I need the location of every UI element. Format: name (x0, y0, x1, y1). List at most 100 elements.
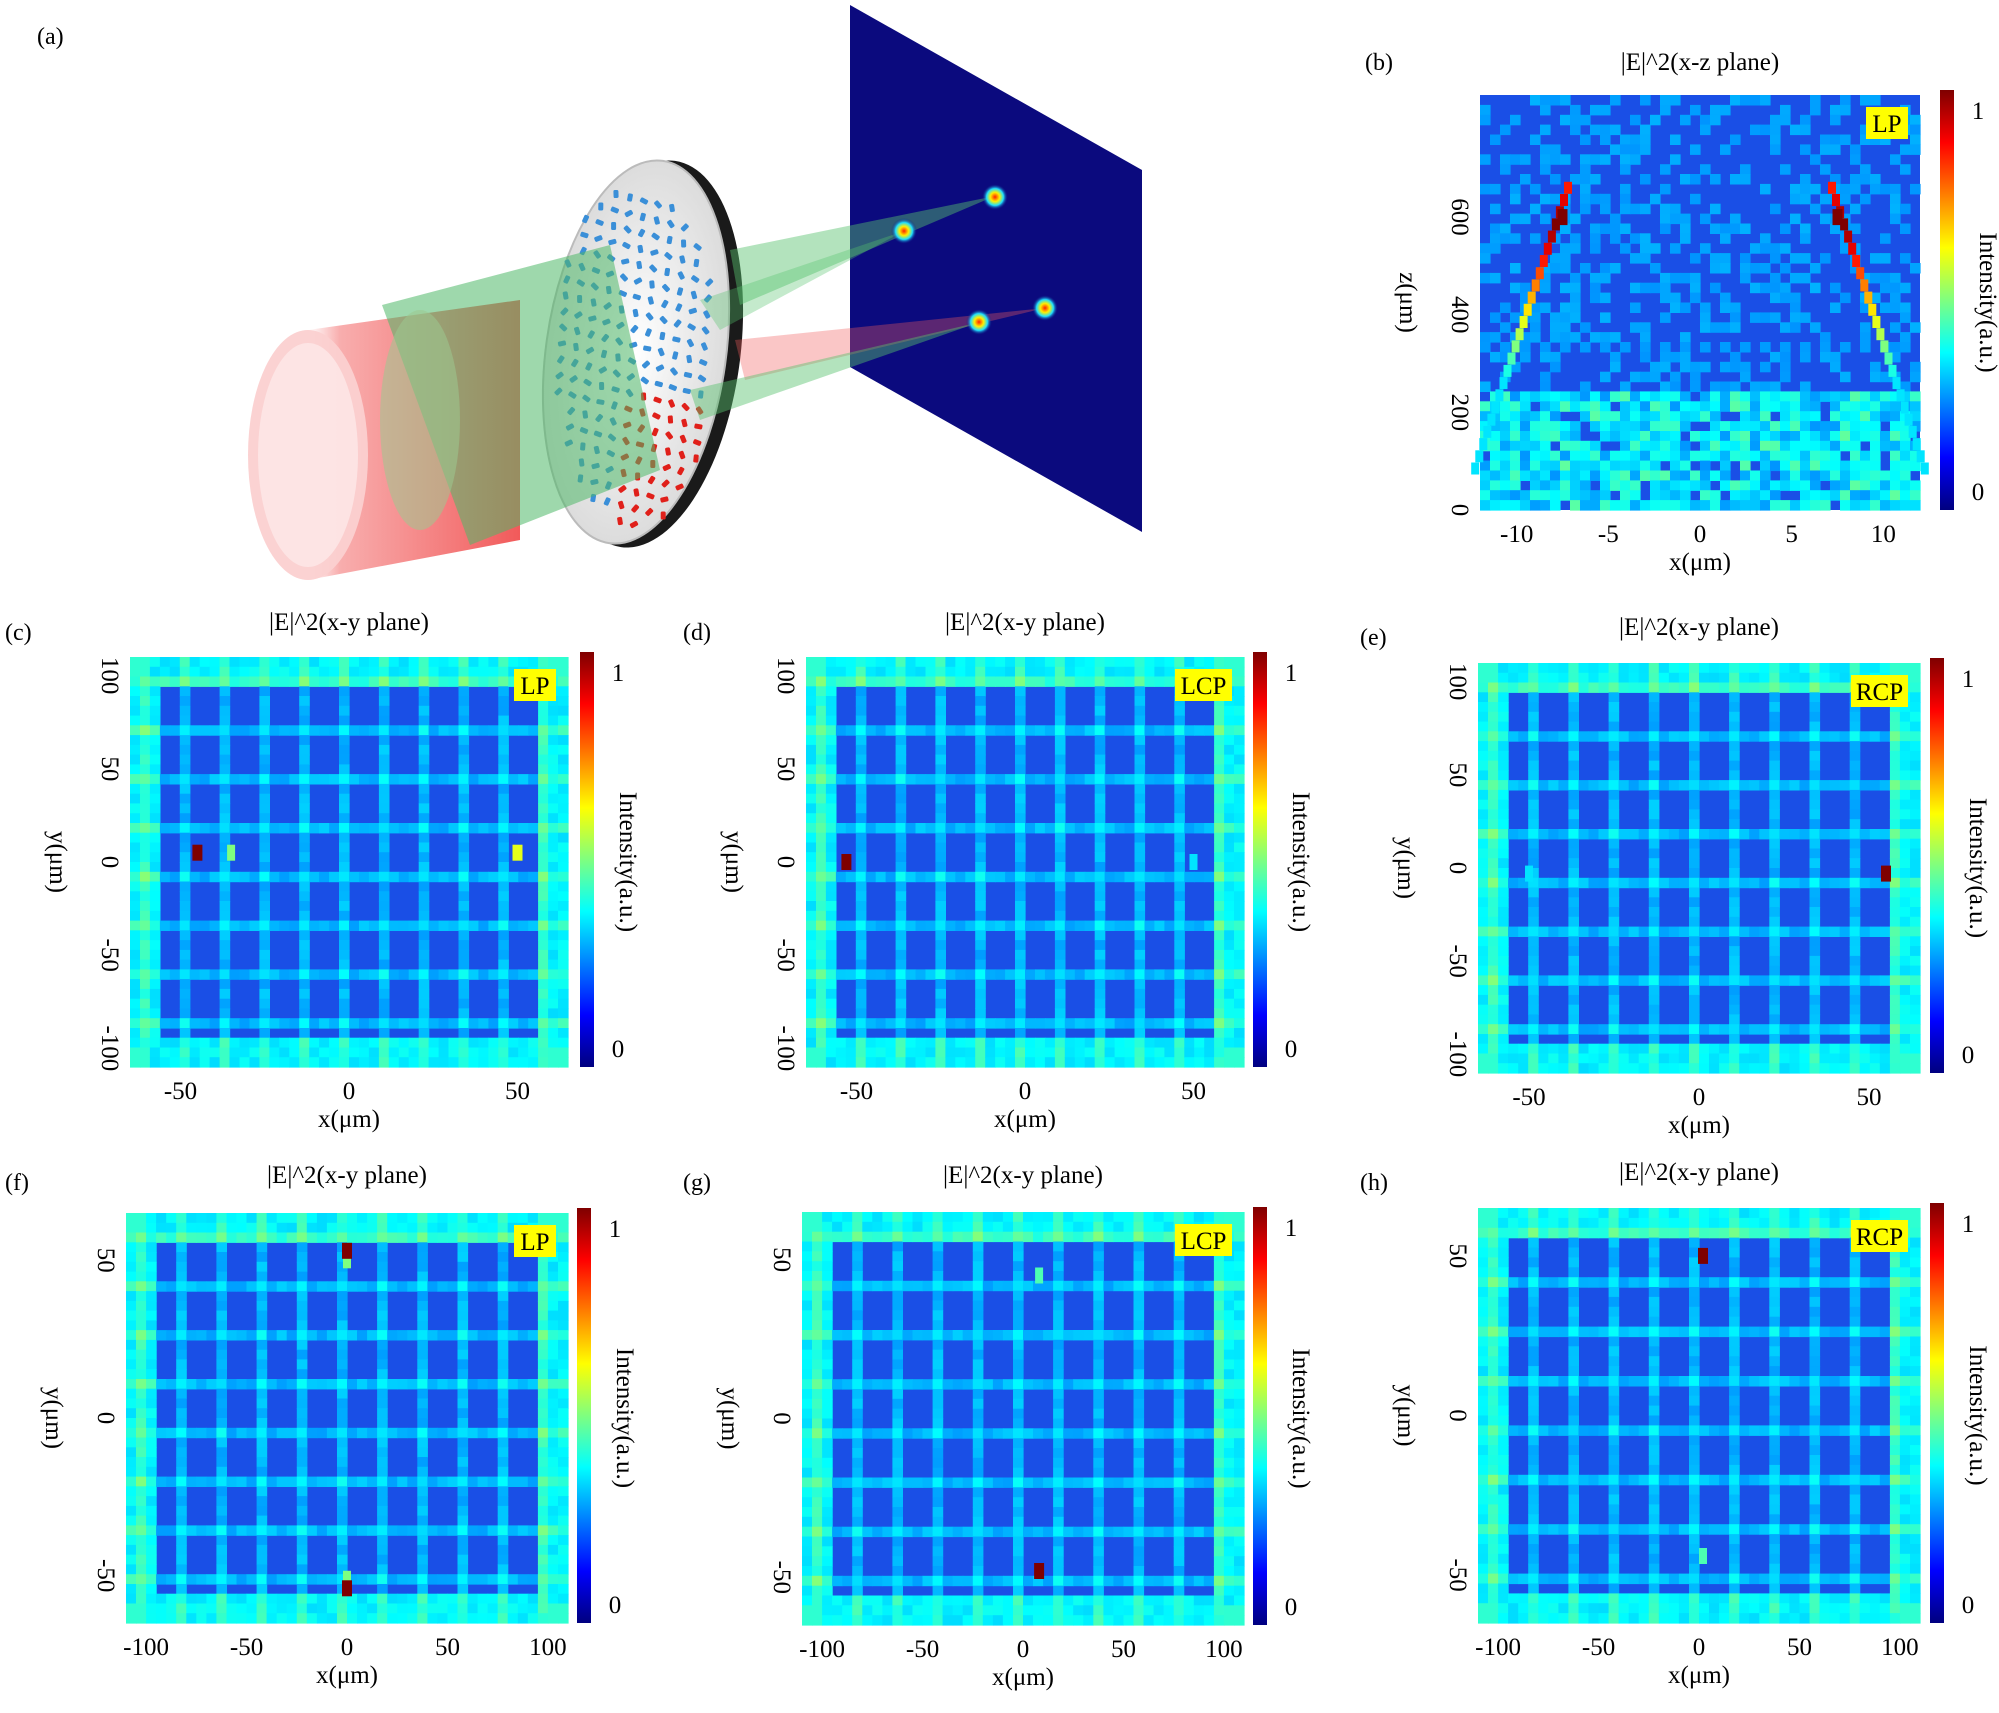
heatmap-cell (1588, 1063, 1600, 1074)
heatmap-cell (1910, 1053, 1921, 1064)
heatmap-cell (905, 969, 917, 980)
heatmap-cell (296, 1457, 308, 1468)
meta-atom (694, 423, 703, 430)
heatmap-cell (1899, 780, 1911, 791)
heatmap-cell (1620, 450, 1631, 462)
heatmap-cell (1608, 907, 1620, 918)
heatmap-cell (1789, 877, 1800, 889)
heatmap-cell (1899, 663, 1911, 674)
heatmap-cell (865, 774, 877, 785)
heatmap-cell (895, 813, 907, 824)
heatmap-cell (176, 1359, 187, 1370)
heatmap-cell (1860, 134, 1871, 145)
heatmap-cell (825, 842, 837, 853)
heatmap-cell (1224, 774, 1235, 785)
heatmap-cell (428, 871, 440, 883)
heatmap-cell (1035, 666, 1046, 678)
heatmap-cell (478, 1037, 489, 1049)
heatmap-cell (1234, 949, 1245, 961)
heatmap-cell (196, 1613, 207, 1624)
heatmap-cell (428, 1018, 440, 1029)
heatmap-cell (1899, 711, 1911, 723)
heatmap-cell (935, 705, 946, 717)
heatmap-cell (256, 1339, 268, 1351)
heatmap-cell (368, 871, 380, 883)
heatmap-cell (1860, 460, 1871, 472)
heatmap-cell (498, 852, 509, 863)
heatmap-cell (259, 705, 270, 717)
heatmap-cell (975, 949, 986, 961)
heatmap-cell (1540, 282, 1551, 294)
heatmap-cell (1648, 692, 1660, 703)
heatmap-cell (269, 666, 280, 678)
heatmap-cell (1779, 1043, 1790, 1055)
heatmap-cell (1550, 470, 1561, 481)
heatmap-cell (1889, 1024, 1901, 1035)
heatmap-cell (558, 715, 569, 726)
heatmap-cell (1780, 421, 1791, 432)
heatmap-cell (1749, 926, 1760, 937)
heatmap-cell (1789, 926, 1800, 937)
heatmap-cell (286, 1427, 298, 1439)
heatmap-cell (1580, 440, 1591, 452)
heatmap-cell (1538, 682, 1549, 693)
heatmap-cell (1689, 858, 1700, 869)
heatmap-cell (229, 666, 241, 678)
heatmap-cell (1648, 819, 1660, 830)
panel-e: (e) |E|^2(x-y plane)RCP-50 0 50x(μm)-100-50… (1360, 614, 1991, 1139)
meta-atom (703, 310, 711, 319)
heatmap-cell (199, 666, 211, 678)
heatmap-cell (1094, 1008, 1106, 1019)
heatmap-cell (359, 676, 370, 687)
heatmap-cell (458, 686, 470, 697)
meta-atom (698, 390, 704, 399)
heatmap-cell (816, 920, 827, 931)
heatmap-cell (1820, 332, 1831, 343)
heatmap-cell (1849, 848, 1861, 859)
heatmap-cell (1910, 936, 1921, 947)
heatmap-cell (1729, 780, 1740, 791)
heatmap-cell (806, 764, 817, 775)
heatmap-cell (498, 696, 509, 707)
heatmap-cell (855, 735, 867, 746)
heatmap-cell (1668, 731, 1680, 742)
heatmap-cell (1134, 920, 1146, 931)
heatmap-cell (1690, 174, 1701, 185)
heatmap-cell (229, 1018, 241, 1029)
heatmap-cell (1869, 1043, 1881, 1055)
heatmap-cell (1820, 440, 1831, 452)
heatmap-cell (256, 1349, 268, 1361)
heatmap-cell (256, 1613, 268, 1624)
heatmap-cell (1630, 371, 1641, 383)
heatmap-cell (1750, 421, 1761, 432)
heatmap-cell (428, 657, 440, 668)
heatmap-cell (1880, 391, 1891, 402)
heatmap-cell (219, 910, 231, 922)
heatmap-cell (1869, 1063, 1881, 1074)
heatmap-cell (1044, 774, 1056, 785)
heatmap-cell (1134, 676, 1146, 687)
heatmap-cell (1234, 754, 1245, 765)
heatmap-cell (1660, 411, 1671, 422)
heatmap-cell (367, 1222, 378, 1234)
heatmap-cell (1590, 292, 1601, 304)
heatmap-cell (1870, 371, 1881, 383)
heatmap-cell (296, 1603, 308, 1614)
heatmap-cell (1910, 711, 1921, 723)
heatmap-cell (458, 754, 470, 765)
heatmap-cell (1829, 663, 1841, 674)
heatmap-cell (1730, 95, 1741, 106)
heatmap-cell (1780, 401, 1791, 412)
heatmap-cell (1518, 1043, 1529, 1055)
panel-c-label: (c) (5, 620, 32, 646)
heatmap-cell (1879, 926, 1891, 937)
heatmap-cell (1234, 998, 1245, 1010)
heatmap-cell (1809, 741, 1821, 752)
heatmap-cell (1234, 862, 1245, 873)
heatmap-cell (1194, 969, 1205, 980)
heatmap-cell (140, 754, 151, 765)
heatmap-cell (1710, 440, 1721, 452)
heatmap-cell (1720, 223, 1731, 234)
heatmap-cell (309, 666, 320, 678)
heatmap-cell (1849, 1063, 1861, 1074)
